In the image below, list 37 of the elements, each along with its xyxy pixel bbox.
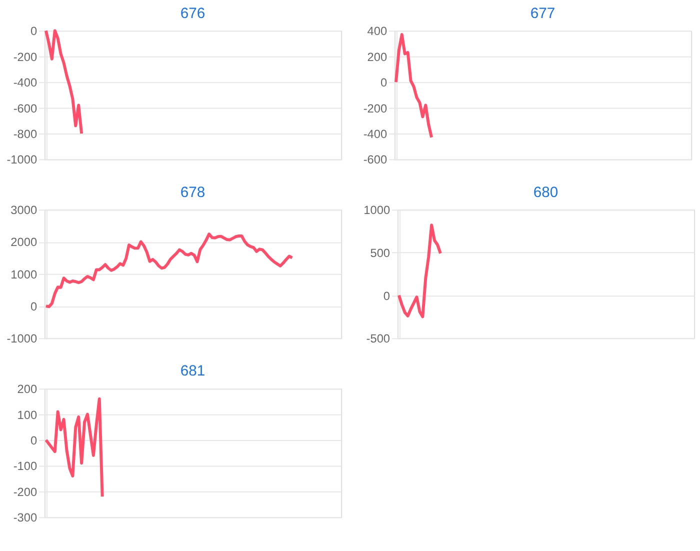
line-series xyxy=(44,397,104,498)
chart-title: 676 xyxy=(180,6,206,22)
y-tick-label: -1000 xyxy=(6,332,38,346)
chart-title: 680 xyxy=(533,184,558,201)
y-tick-label: 0 xyxy=(380,76,388,90)
y-tick-label: 0 xyxy=(30,24,38,38)
y-tick-label: -600 xyxy=(363,152,388,167)
y-tick-label: -800 xyxy=(13,126,38,141)
y-tick-label: -400 xyxy=(13,76,38,90)
line-series xyxy=(397,224,442,318)
y-tick-label: -200 xyxy=(13,484,38,499)
chart-title: 677 xyxy=(530,6,556,22)
y-tick-label: 400 xyxy=(367,24,388,38)
line-series xyxy=(44,232,294,308)
y-tick-label: -500 xyxy=(366,332,390,346)
y-tick-label: -200 xyxy=(363,101,388,116)
line-series xyxy=(394,33,434,139)
y-tick-label: 200 xyxy=(17,382,38,396)
y-tick-label: 0 xyxy=(30,433,38,448)
y-tick-label: 200 xyxy=(367,50,388,64)
y-tick-label: -400 xyxy=(363,126,388,141)
y-tick-label: 0 xyxy=(30,299,38,314)
y-tick-label: 500 xyxy=(370,246,390,260)
y-tick-label: -1000 xyxy=(6,152,38,167)
y-tick-label: -200 xyxy=(13,50,38,64)
y-tick-label: 100 xyxy=(17,408,38,422)
y-tick-label: 1000 xyxy=(364,203,390,218)
y-tick-label: -100 xyxy=(13,459,38,474)
y-tick-label: 3000 xyxy=(10,203,38,218)
y-tick-label: -600 xyxy=(13,101,38,116)
y-tick-label: 2000 xyxy=(10,235,38,250)
chart-title: 678 xyxy=(180,184,206,201)
line-series xyxy=(44,29,84,135)
y-tick-label: 0 xyxy=(383,288,390,303)
chart-title: 681 xyxy=(180,364,206,380)
y-tick-label: -300 xyxy=(13,510,38,525)
y-tick-label: 1000 xyxy=(10,267,38,282)
